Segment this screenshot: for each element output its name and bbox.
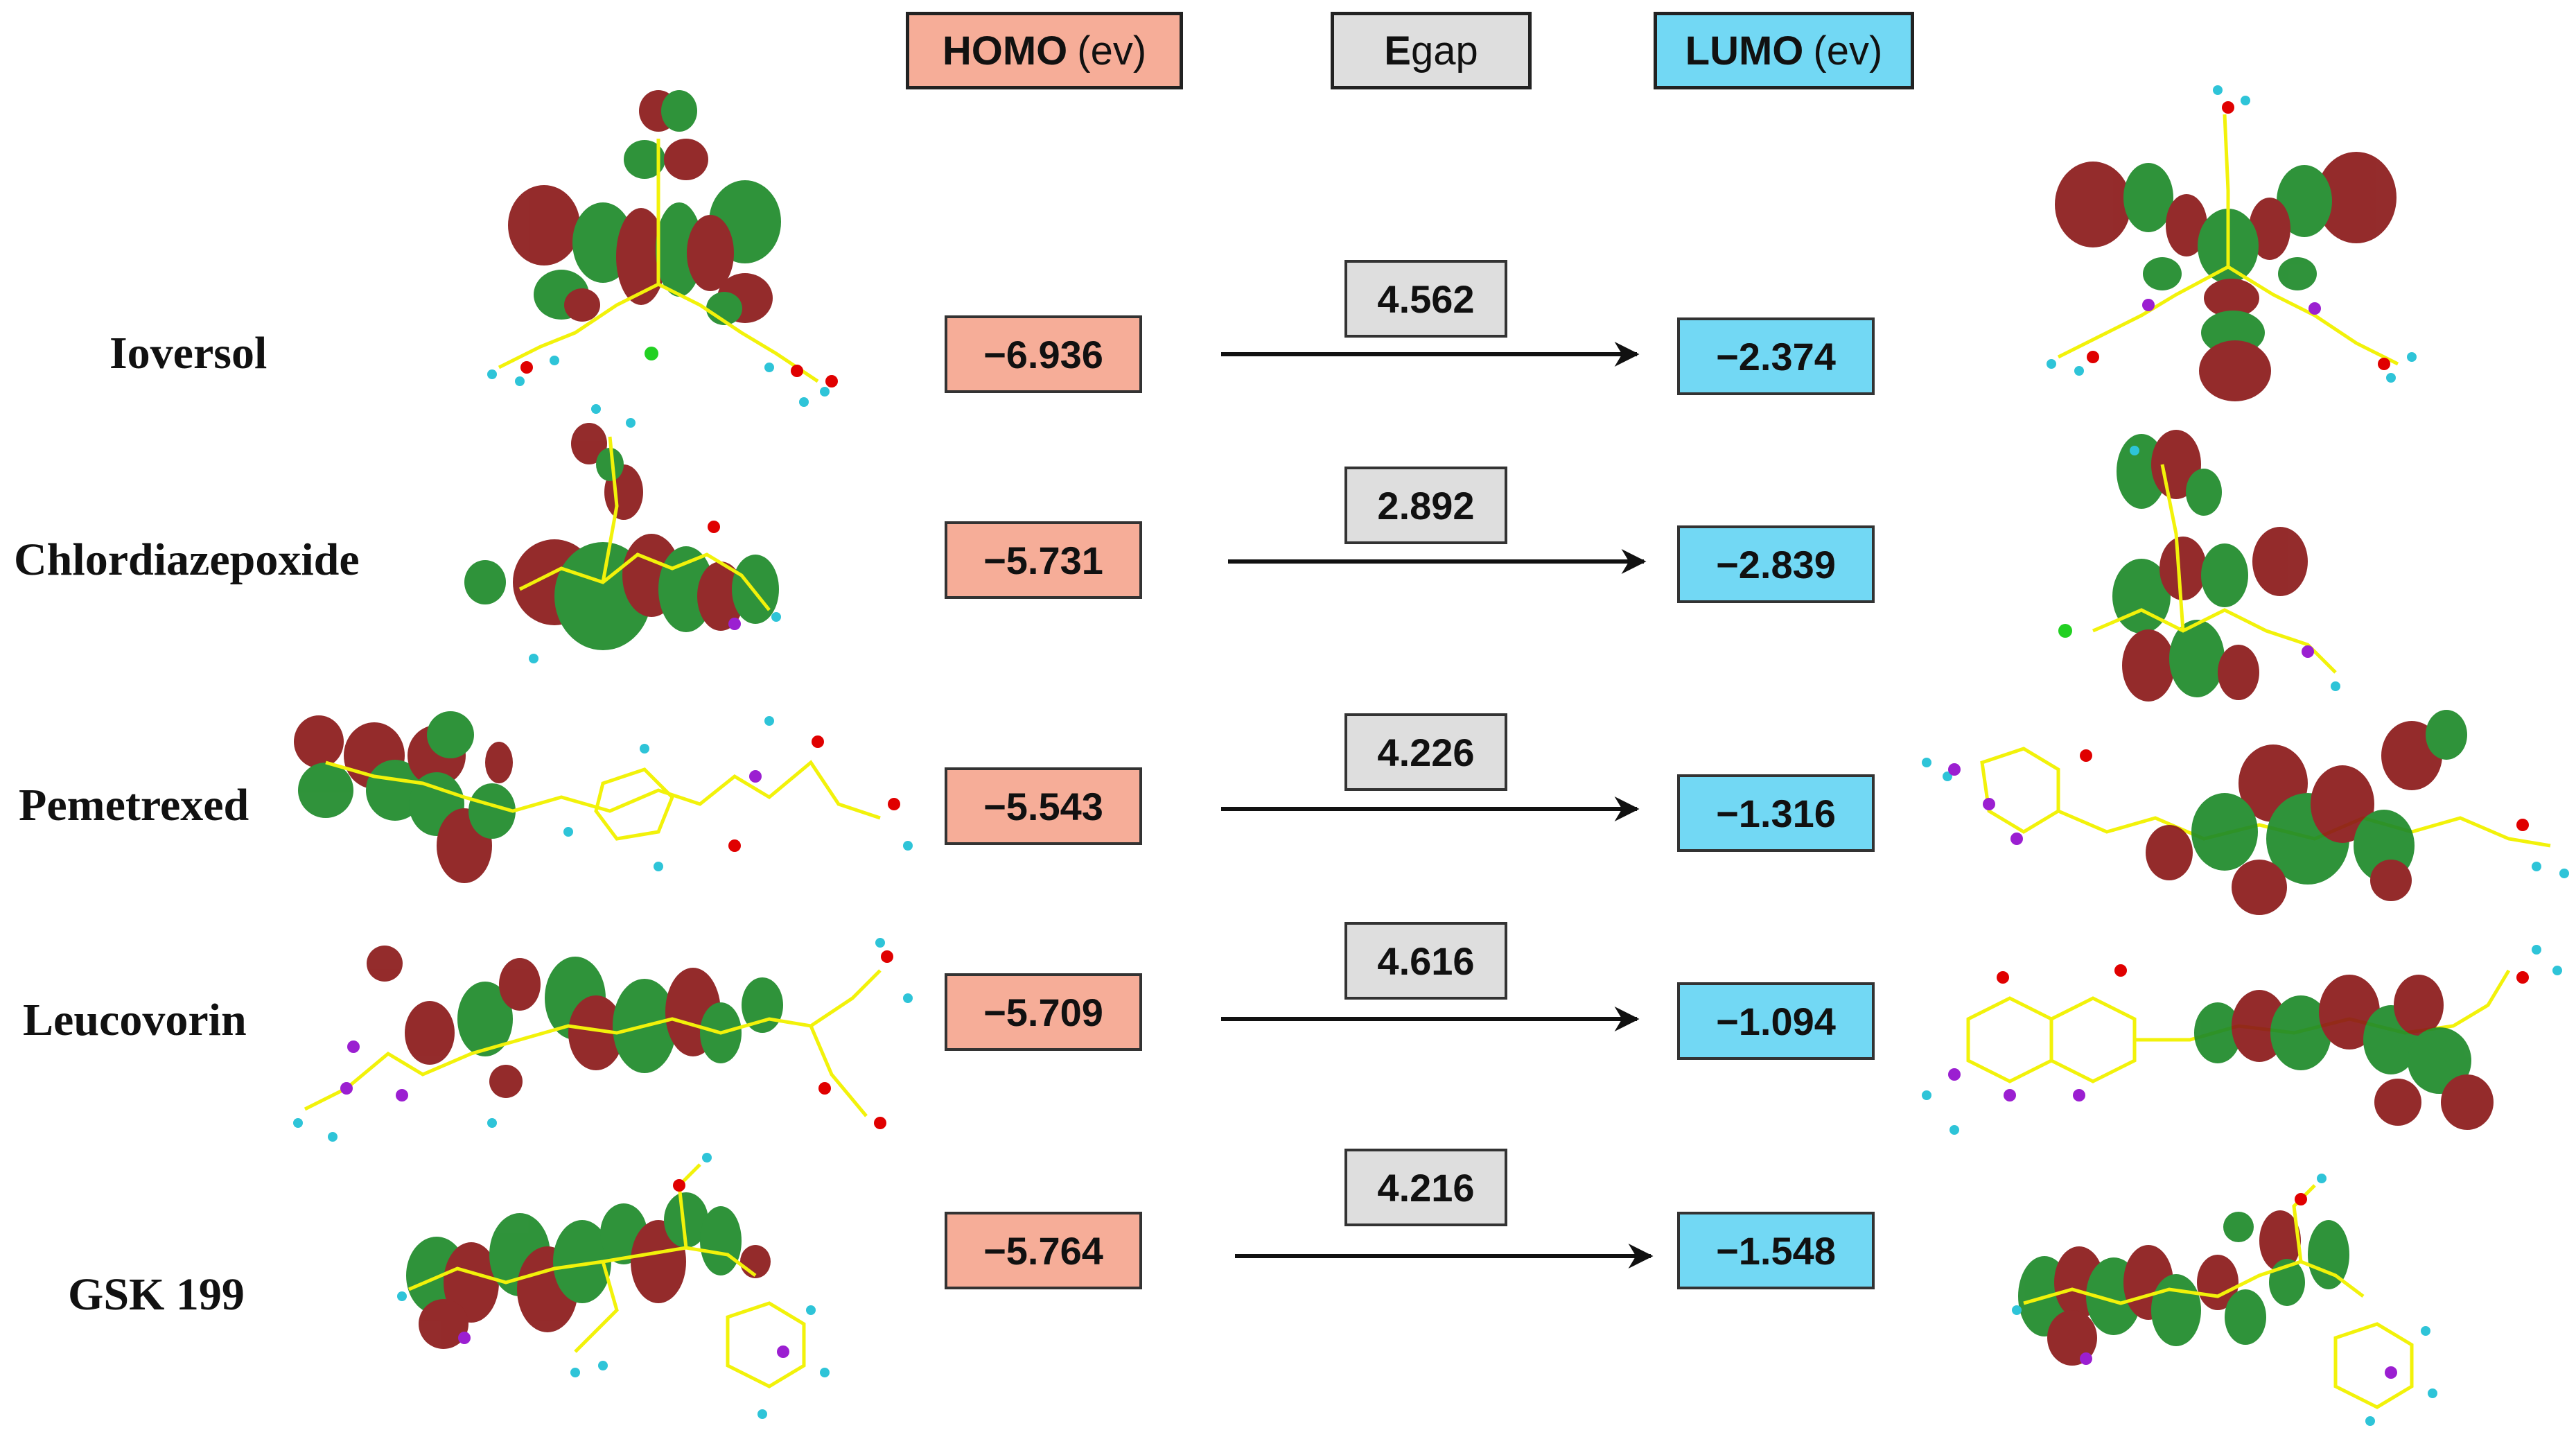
lumo-header-unit: (ev) <box>1813 28 1883 73</box>
homo-value-chlordiazepoxide: −5.731 <box>945 521 1142 599</box>
egap-header: E gap <box>1331 12 1532 89</box>
lumo-value-ioversol: −2.374 <box>1677 317 1875 395</box>
molecule-name-chlordiazepoxide: Chlordiazepoxide <box>14 534 360 585</box>
lumo-value-gsk199: −1.548 <box>1677 1212 1875 1289</box>
molecule-name-pemetrexed: Pemetrexed <box>19 780 249 830</box>
chlordiazepoxide-lumo-orbital-image <box>2058 430 2340 702</box>
homo-value-leucovorin: −5.709 <box>945 973 1142 1051</box>
pemetrexed-homo-orbital-image <box>294 711 913 883</box>
pemetrexed-lumo-orbital-image <box>1922 710 2569 915</box>
lumo-header-label: LUMO <box>1685 28 1804 73</box>
homo-value-ioversol: −6.936 <box>945 315 1142 393</box>
molecule-name-leucovorin: Leucovorin <box>23 995 247 1045</box>
lumo-value-pemetrexed: −1.316 <box>1677 774 1875 852</box>
homo-header-unit: (ev) <box>1077 28 1147 73</box>
homo-header-label: HOMO <box>942 28 1068 73</box>
lumo-value-leucovorin: −1.094 <box>1677 982 1875 1060</box>
egap-header-e: E <box>1384 28 1411 73</box>
leucovorin-lumo-orbital-image <box>1922 945 2562 1135</box>
egap-value-leucovorin: 4.616 <box>1344 922 1507 1000</box>
lumo-value-chlordiazepoxide: −2.839 <box>1677 525 1875 603</box>
gsk199-homo-orbital-image <box>397 1153 830 1419</box>
homo-value-gsk199: −5.764 <box>945 1212 1142 1289</box>
molecule-name-gsk199: GSK 199 <box>68 1269 245 1320</box>
molecule-name-ioversol: Ioversol <box>109 328 268 378</box>
ioversol-lumo-orbital-image <box>2047 85 2417 401</box>
egap-value-ioversol: 4.562 <box>1344 260 1507 338</box>
leucovorin-homo-orbital-image <box>293 938 913 1142</box>
homo-header: HOMO (ev) <box>906 12 1183 89</box>
chlordiazepoxide-homo-orbital-image <box>464 404 781 663</box>
egap-value-gsk199: 4.216 <box>1344 1149 1507 1226</box>
gsk199-lumo-orbital-image <box>2012 1174 2437 1426</box>
egap-value-chlordiazepoxide: 2.892 <box>1344 467 1507 544</box>
ioversol-homo-orbital-image <box>487 90 838 407</box>
lumo-header: LUMO (ev) <box>1654 12 1914 89</box>
egap-value-pemetrexed: 4.226 <box>1344 713 1507 791</box>
homo-value-pemetrexed: −5.543 <box>945 767 1142 845</box>
egap-header-gap: gap <box>1410 28 1478 73</box>
